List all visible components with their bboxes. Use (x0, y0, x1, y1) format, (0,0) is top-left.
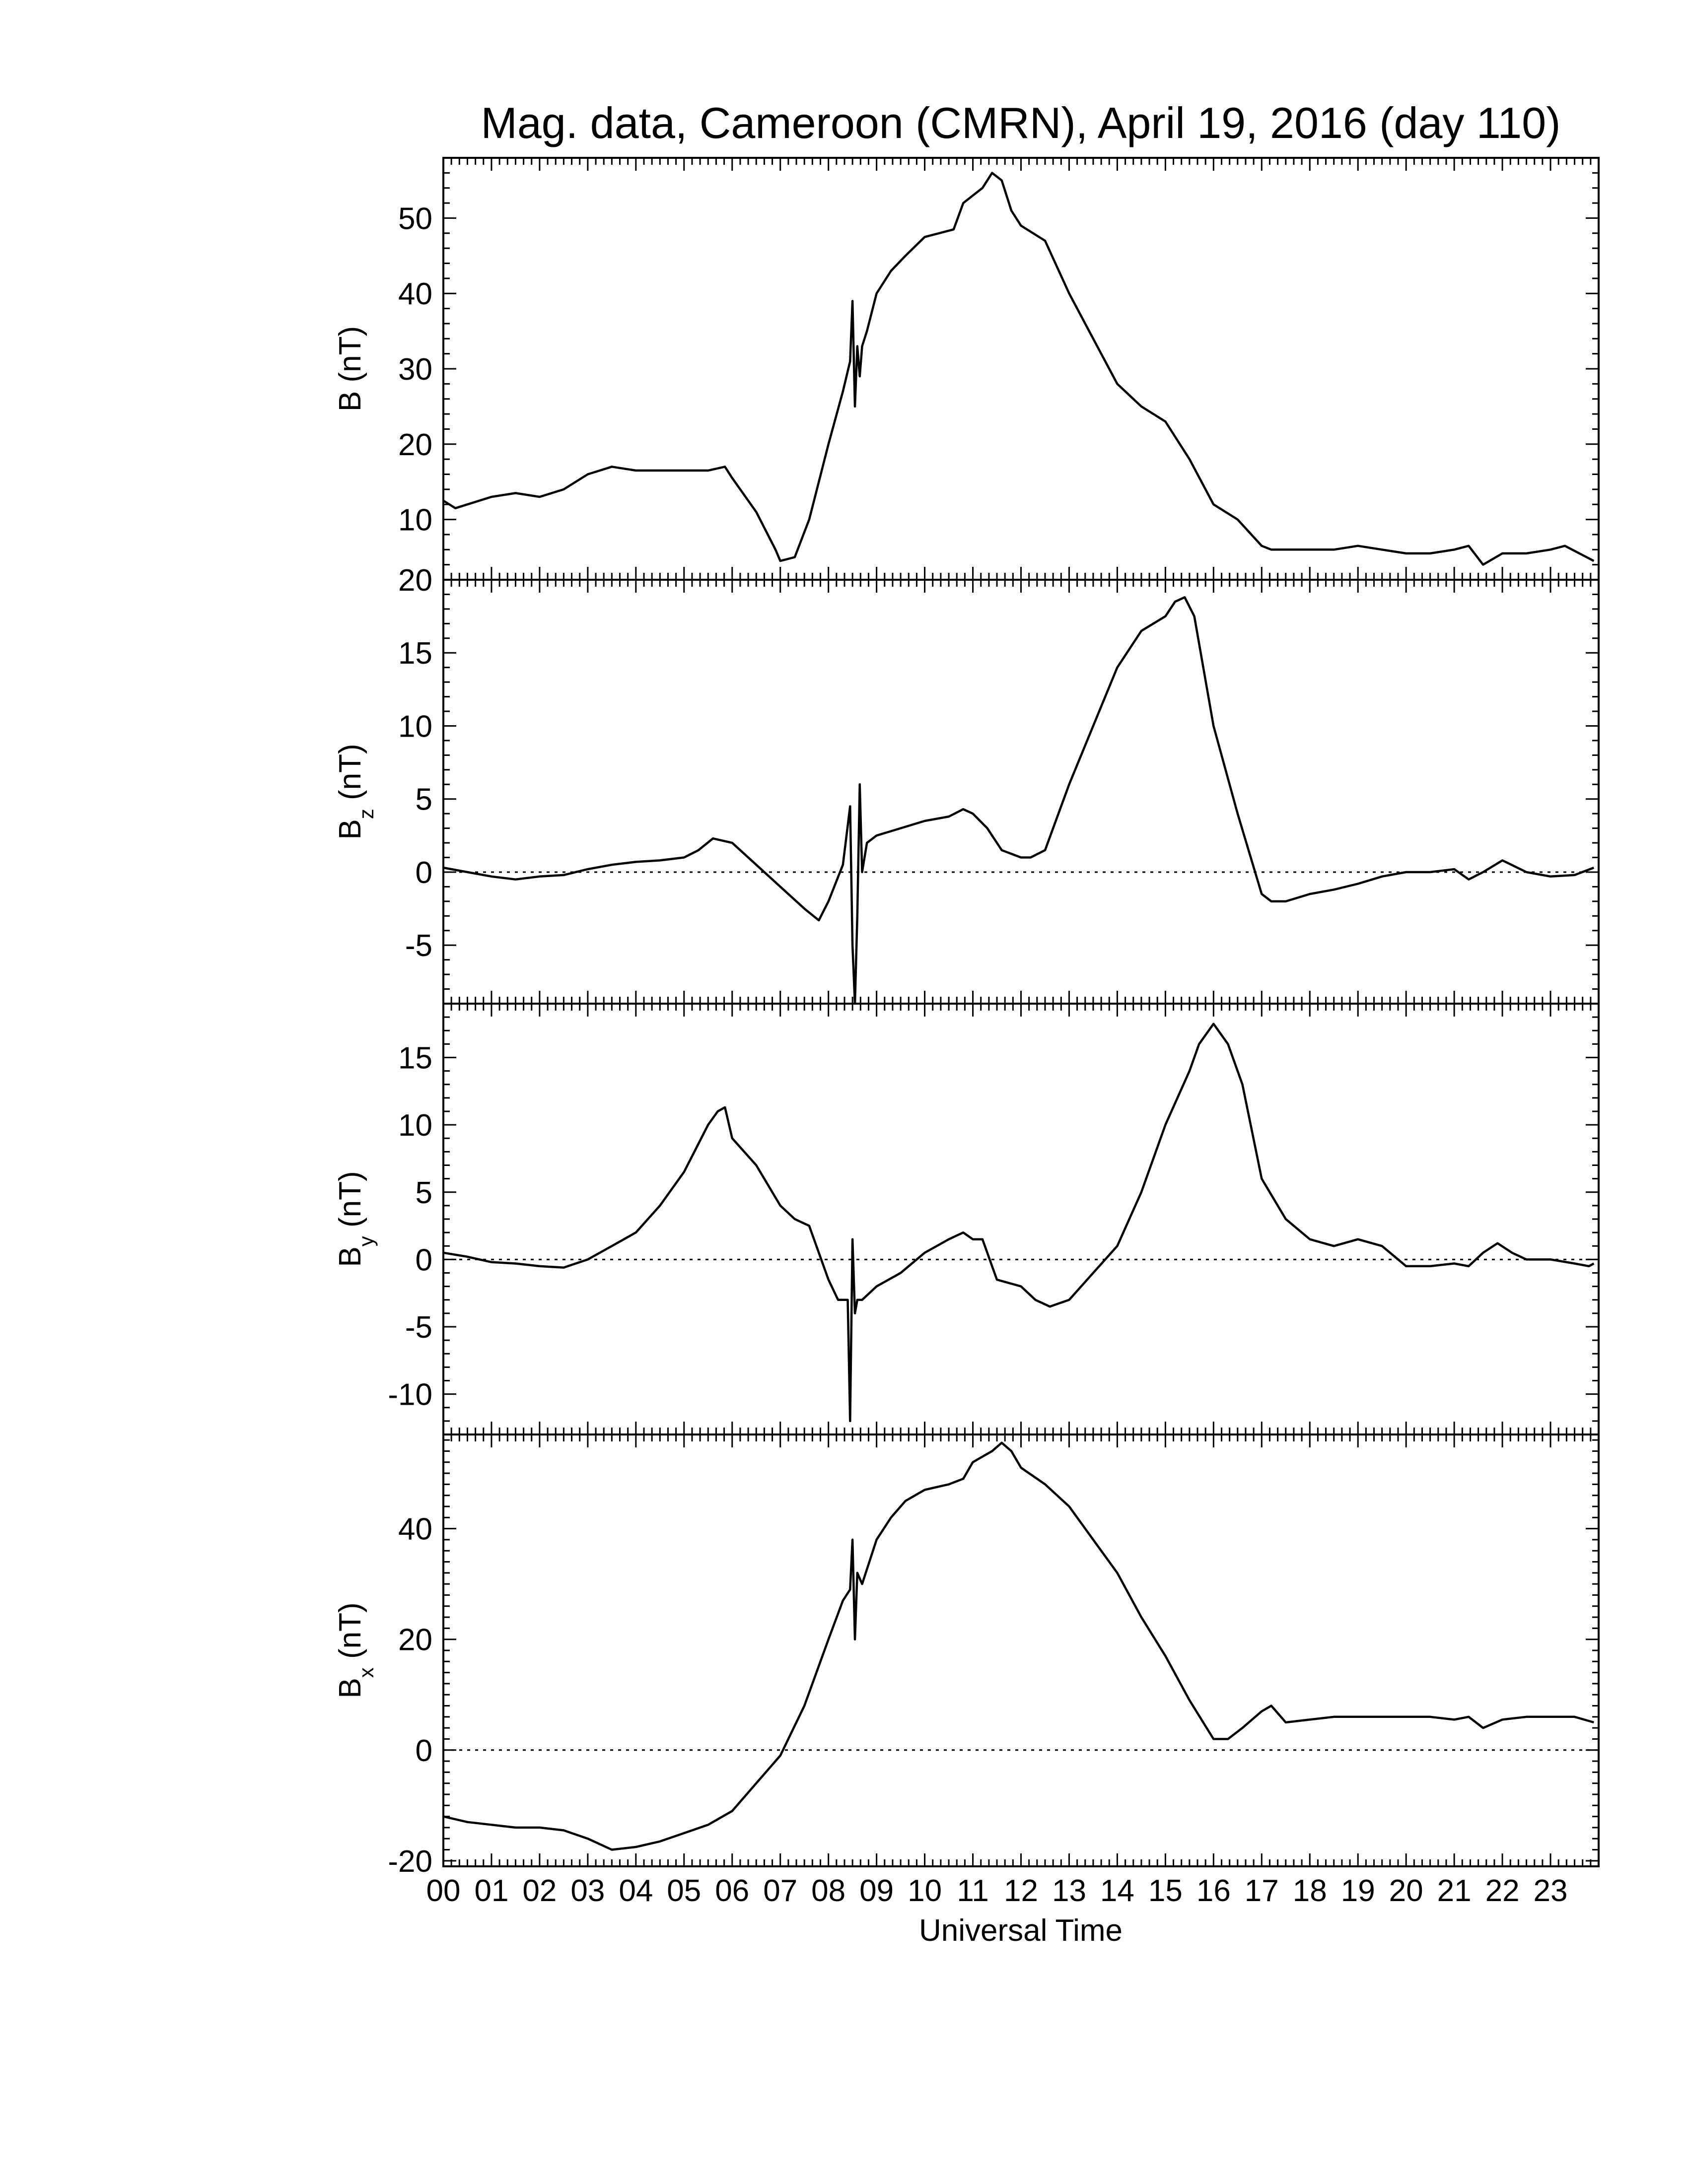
y-tick-label: 50 (398, 202, 432, 236)
panel-Bz: -5 0 5 10 15 20 Bz (nT) (333, 563, 1600, 1005)
chart-title: Mag. data, Cameroon (CMRN), April 19, 20… (481, 98, 1561, 147)
series-line-B (442, 172, 1595, 566)
y-tick-label: 5 (416, 1176, 432, 1210)
panel-frame (442, 1433, 1600, 1867)
x-tick-label: 09 (859, 1874, 894, 1908)
x-tick-label: 22 (1485, 1874, 1520, 1908)
x-tick-label: 10 (908, 1874, 942, 1908)
y-axis-label-Bx: Bx (nT) (333, 1602, 378, 1698)
y-tick-label: 0 (416, 1734, 432, 1768)
y-axis-label-By: By (nT) (333, 1171, 378, 1267)
x-tick-label: 15 (1148, 1874, 1183, 1908)
x-tick-label: 01 (474, 1874, 508, 1908)
x-tick-label: 13 (1052, 1874, 1086, 1908)
x-axis-label: Universal Time (919, 1913, 1123, 1948)
x-tick-label: 02 (522, 1874, 557, 1908)
x-tick-label: 11 (957, 1874, 988, 1908)
series-line-Bx (443, 1441, 1594, 1851)
y-axis-label-B: B (nT) (333, 326, 367, 411)
x-tick-label: 07 (763, 1874, 797, 1908)
y-tick-label: 20 (398, 428, 432, 462)
y-tick-label: -5 (405, 929, 432, 963)
y-tick-label: 40 (398, 277, 432, 311)
x-tick-label: 19 (1341, 1874, 1375, 1908)
y-tick-label: 20 (398, 563, 432, 598)
x-tick-label: 08 (811, 1874, 845, 1908)
y-tick-label: 30 (398, 352, 432, 387)
x-tick-label: 06 (715, 1874, 749, 1908)
y-tick-label: 15 (398, 636, 432, 671)
x-tick-label: 18 (1293, 1874, 1327, 1908)
series-line-By (443, 1023, 1595, 1423)
y-tick-label: 20 (398, 1623, 432, 1657)
x-tick-label: 12 (1004, 1874, 1038, 1908)
panel-Bx: -20 0 20 40 Bx (nT) (333, 1433, 1600, 1879)
y-tick-label: 0 (416, 856, 432, 890)
panel-frame (442, 1003, 1600, 1435)
y-tick-label: 15 (398, 1041, 432, 1076)
x-tick-label: 04 (619, 1874, 653, 1908)
panel-By: -10 -5 0 5 10 15 By (nT) (333, 1003, 1600, 1435)
y-tick-label: -5 (405, 1310, 432, 1345)
y-tick-label: 40 (398, 1512, 432, 1547)
x-tick-labels: 00 01 02 03 04 05 06 07 08 09 10 11 12 13 14 15 16 17 18 19… (426, 1874, 1568, 1908)
y-tick-label: -20 (388, 1844, 432, 1879)
y-tick-label: 0 (416, 1243, 432, 1277)
y-tick-label: 10 (398, 1108, 432, 1143)
y-tick-label: -10 (388, 1378, 432, 1412)
x-tick-label: 23 (1534, 1874, 1568, 1908)
x-tick-label: 03 (570, 1874, 605, 1908)
panel-frame (442, 579, 1600, 1005)
panel-B: 10 20 30 40 50 B (nT) (333, 157, 1600, 581)
x-tick-label: 05 (667, 1874, 701, 1908)
panel-frame (442, 157, 1600, 581)
x-tick-label: 00 (426, 1874, 461, 1908)
x-tick-label: 20 (1389, 1874, 1423, 1908)
y-tick-label: 5 (416, 783, 432, 817)
x-tick-label: 14 (1100, 1874, 1134, 1908)
series-line-Bz (443, 596, 1595, 1005)
x-tick-label: 17 (1245, 1874, 1279, 1908)
x-tick-label: 16 (1196, 1874, 1231, 1908)
y-axis-label-Bz: Bz (nT) (333, 744, 378, 839)
y-tick-label: 10 (398, 503, 432, 538)
y-tick-label: 10 (398, 709, 432, 744)
x-tick-label: 21 (1437, 1874, 1472, 1908)
